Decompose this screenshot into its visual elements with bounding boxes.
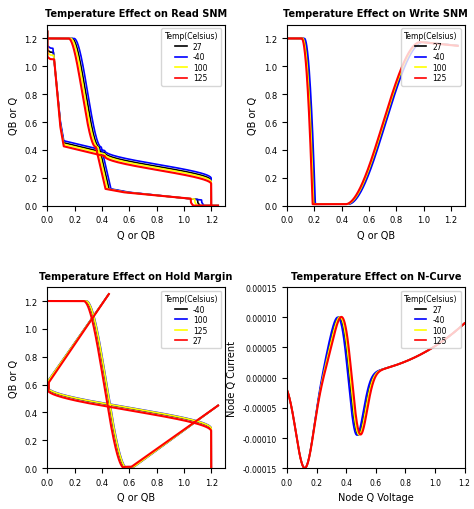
Title: Temperature Effect on Read SNM: Temperature Effect on Read SNM: [45, 9, 227, 19]
Y-axis label: QB or Q: QB or Q: [9, 359, 19, 397]
Legend: 27, -40, 100, 125: 27, -40, 100, 125: [162, 29, 221, 87]
Legend: -40, 100, 125, 27: -40, 100, 125, 27: [162, 291, 221, 349]
Y-axis label: QB or Q: QB or Q: [9, 97, 19, 135]
Legend: 27, -40, 100, 125: 27, -40, 100, 125: [401, 29, 461, 87]
X-axis label: Q or QB: Q or QB: [117, 493, 155, 502]
X-axis label: Q or QB: Q or QB: [117, 231, 155, 240]
Title: Temperature Effect on Write SNM: Temperature Effect on Write SNM: [283, 9, 468, 19]
Y-axis label: QB or Q: QB or Q: [248, 97, 258, 135]
Y-axis label: Node Q Current: Node Q Current: [228, 340, 237, 416]
Title: Temperature Effect on N-Curve: Temperature Effect on N-Curve: [291, 271, 461, 281]
X-axis label: Node Q Voltage: Node Q Voltage: [338, 493, 414, 502]
Title: Temperature Effect on Hold Margin: Temperature Effect on Hold Margin: [39, 271, 233, 281]
Legend: 27, -40, 100, 125: 27, -40, 100, 125: [401, 291, 461, 349]
X-axis label: Q or QB: Q or QB: [357, 231, 395, 240]
